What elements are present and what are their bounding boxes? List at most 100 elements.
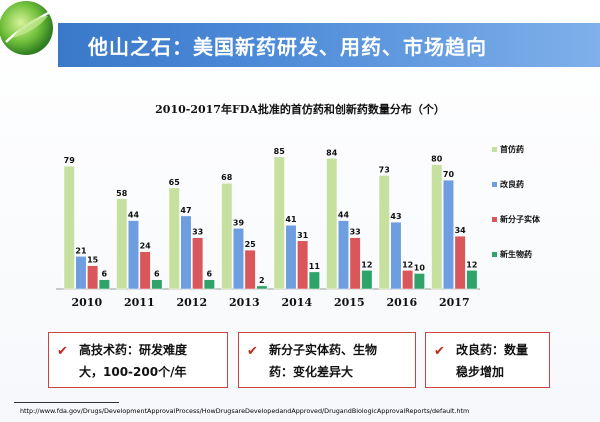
x-tick-label: 2016 — [386, 296, 417, 309]
data-label: 2 — [259, 276, 265, 285]
legend-swatch — [492, 252, 497, 257]
legend-swatch — [492, 182, 497, 187]
x-tick-label: 2017 — [439, 296, 470, 309]
bar — [203, 279, 215, 290]
data-label: 31 — [297, 231, 309, 240]
data-label: 41 — [285, 215, 297, 224]
bar — [378, 175, 390, 290]
callout-text: 改良药：数量 稳步增加 — [456, 339, 528, 387]
bar — [466, 270, 478, 290]
bar — [390, 221, 402, 290]
bar — [402, 270, 414, 290]
data-label: 73 — [379, 165, 390, 174]
source-url: http://www.fda.gov/Drugs/DevelopmentAppr… — [20, 407, 470, 415]
data-label: 11 — [309, 262, 321, 271]
data-label: 10 — [414, 263, 426, 272]
data-label: 65 — [169, 178, 181, 187]
data-label: 80 — [431, 155, 443, 164]
data-label: 33 — [192, 228, 203, 237]
callout-line: 改良药：数量 — [456, 343, 529, 357]
bar — [168, 187, 180, 290]
callout-2: ✔ 新分子实体药、生物 药：变化差异大 — [238, 332, 416, 388]
bar — [337, 220, 349, 290]
data-label: 39 — [233, 218, 245, 227]
check-icon: ✔ — [247, 344, 258, 359]
legend-swatch — [492, 217, 497, 222]
data-label: 34 — [455, 226, 467, 235]
data-label: 43 — [390, 212, 401, 221]
bar — [297, 240, 309, 290]
bar — [273, 156, 285, 290]
title-banner: 他山之石：美国新药研发、用药、市场趋向 — [58, 23, 600, 67]
x-tick-label: 2013 — [229, 296, 260, 309]
callout-line: 新分子实体药、生物 — [269, 343, 378, 357]
data-label: 79 — [64, 156, 76, 165]
x-tick-label: 2012 — [176, 296, 207, 309]
bar — [232, 228, 244, 290]
x-tick-label: 2011 — [124, 296, 155, 309]
check-icon: ✔ — [434, 344, 445, 359]
data-label: 6 — [207, 270, 213, 279]
bar — [75, 256, 87, 290]
data-label: 15 — [87, 256, 99, 265]
bar — [308, 271, 320, 290]
legend-label: 改良药 — [500, 179, 524, 189]
bar — [192, 237, 204, 290]
bar-chart: 7921156201058442462011654733620126839252… — [56, 144, 541, 309]
data-label: 70 — [443, 170, 455, 179]
data-label: 12 — [361, 260, 372, 269]
data-label: 6 — [102, 270, 108, 279]
bar — [63, 165, 75, 290]
data-label: 24 — [140, 242, 152, 251]
legend-label: 新生物药 — [500, 249, 532, 259]
x-tick-label: 2010 — [71, 296, 102, 309]
data-label: 44 — [338, 211, 350, 220]
legend-label: 新分子实体 — [500, 214, 541, 224]
callout-line: 稳步增加 — [456, 365, 505, 379]
data-label: 85 — [274, 147, 286, 156]
data-label: 33 — [350, 228, 361, 237]
bar — [454, 235, 466, 290]
bar — [151, 279, 163, 290]
callout-text: 新分子实体药、生物 药：变化差异大 — [269, 339, 377, 387]
callout-1: ✔ 高技术药：研发难度 大，100-200个/年 — [48, 332, 228, 388]
bar — [221, 182, 233, 290]
data-label: 12 — [466, 260, 477, 269]
bar — [256, 285, 268, 290]
data-label: 58 — [116, 189, 128, 198]
bar — [413, 273, 425, 290]
callout-line: 高技术药：研发难度 — [79, 343, 188, 357]
bar — [87, 265, 99, 290]
bar — [326, 158, 338, 290]
data-label: 68 — [221, 173, 233, 182]
footer-divider — [14, 402, 119, 403]
bar — [285, 224, 297, 290]
bar — [442, 179, 454, 290]
bar — [127, 220, 139, 290]
callout-text: 高技术药：研发难度 大，100-200个/年 — [79, 339, 187, 387]
bar — [98, 279, 110, 290]
check-icon: ✔ — [57, 344, 68, 359]
bar — [244, 249, 256, 290]
x-tick-label: 2015 — [334, 296, 365, 309]
chart-title: 2010-2017年FDA批准的首仿药和创新药数量分布（个） — [155, 103, 445, 116]
bar — [431, 164, 443, 290]
data-label: 84 — [326, 148, 338, 157]
legend-swatch — [492, 147, 497, 152]
callout-line: 药：变化差异大 — [269, 365, 354, 379]
green-leaf-logo-icon — [0, 1, 53, 55]
bar — [349, 237, 361, 290]
data-label: 25 — [245, 240, 257, 249]
data-label: 44 — [128, 211, 140, 220]
data-label: 12 — [402, 260, 413, 269]
callout-line: 大，100-200个/年 — [79, 365, 187, 379]
bar — [139, 251, 151, 290]
bar — [180, 215, 192, 290]
callout-3: ✔ 改良药：数量 稳步增加 — [425, 332, 550, 388]
legend-label: 首仿药 — [500, 144, 524, 154]
x-tick-label: 2014 — [281, 296, 312, 309]
data-label: 47 — [180, 206, 191, 215]
data-label: 6 — [154, 270, 160, 279]
data-label: 21 — [75, 246, 87, 255]
bar — [361, 270, 373, 290]
